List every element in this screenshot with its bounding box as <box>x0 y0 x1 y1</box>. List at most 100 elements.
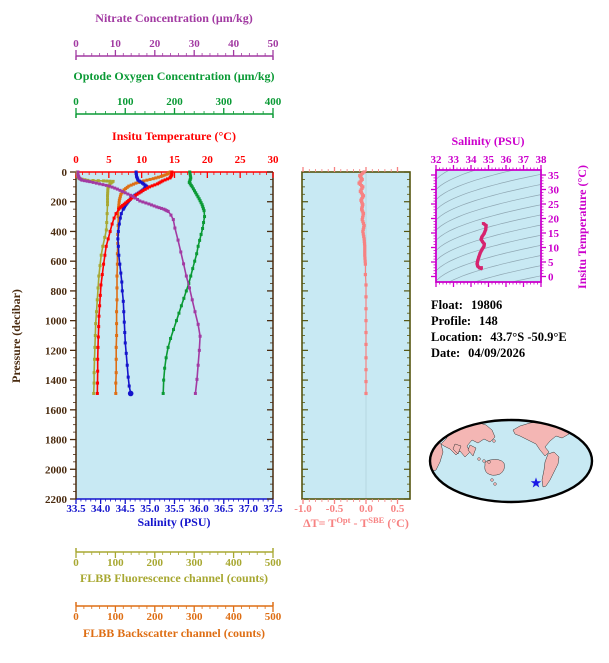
data-point-marker <box>184 289 188 293</box>
data-point-marker <box>188 174 192 178</box>
tick-label: 30 <box>268 154 280 166</box>
data-point-marker <box>476 264 480 268</box>
tick-label: 1800 <box>45 435 68 447</box>
data-point-marker <box>361 227 365 232</box>
data-point-marker <box>363 247 367 251</box>
series-ts-curve <box>475 222 488 271</box>
data-point-marker <box>107 184 111 188</box>
data-point-marker <box>201 226 205 230</box>
tick-label: 0.0 <box>359 503 373 515</box>
isopycnal-contour <box>436 184 541 221</box>
location-line: Location: 43.7°S -50.9°E <box>431 330 567 344</box>
map-island <box>493 482 497 486</box>
data-point-marker <box>93 345 97 349</box>
data-point-marker <box>155 182 159 186</box>
tick-label: 20 <box>548 214 560 226</box>
tick-label: 5 <box>548 257 554 269</box>
data-point-marker <box>85 179 89 183</box>
data-point-marker <box>171 218 175 222</box>
data-point-marker <box>202 221 206 225</box>
data-point-marker <box>115 262 119 266</box>
data-point-marker <box>169 336 173 340</box>
data-point-marker <box>188 172 192 176</box>
data-point-marker <box>126 192 130 196</box>
data-point-marker <box>127 384 131 388</box>
data-point-marker <box>124 187 128 191</box>
float-id-label: Float: <box>431 298 463 312</box>
map-continent <box>565 423 575 432</box>
data-point-marker <box>117 222 121 226</box>
delta-t-title-sup-sbe: SBE <box>368 515 384 525</box>
tick-label: 50 <box>268 38 280 50</box>
data-point-marker <box>159 174 163 178</box>
tick-label: 300 <box>216 96 233 108</box>
data-point-marker <box>115 187 119 191</box>
data-point-marker <box>152 204 156 208</box>
data-point-marker <box>91 179 95 183</box>
isopycnal-contour <box>436 204 541 241</box>
tick-label: 38 <box>536 154 548 166</box>
tick-label: 1000 <box>45 316 68 328</box>
data-point-marker <box>117 198 121 202</box>
data-point-marker <box>189 274 193 278</box>
map-island <box>492 439 496 443</box>
data-point-marker <box>120 289 124 293</box>
data-point-marker <box>123 341 127 345</box>
data-point-marker <box>172 328 176 332</box>
data-point-marker <box>101 183 105 187</box>
data-point-marker <box>114 357 118 361</box>
data-point-marker <box>478 266 481 270</box>
map-island <box>482 459 486 463</box>
data-point-marker <box>155 205 159 209</box>
isopycnal-contour <box>473 265 541 282</box>
data-point-marker <box>115 274 119 278</box>
isopycnal-contour <box>510 275 541 282</box>
data-point-marker <box>361 214 365 218</box>
fluorescence-axis-title: FLBB Fluorescence channel (counts) <box>80 571 268 585</box>
tick-label: 25 <box>235 154 247 166</box>
series-delta-t <box>357 170 368 396</box>
fluorescence-ruler-axis: 0 100 200 300 400 500 <box>73 548 282 569</box>
data-point-marker <box>364 295 368 299</box>
profile-number-line: Profile: 148 <box>431 314 498 328</box>
backscatter-axis-title: FLBB Backscatter channel (counts) <box>83 626 265 640</box>
tick-label: 500 <box>265 611 282 623</box>
data-point-marker <box>119 212 123 216</box>
salinity-axis-title: Salinity (PSU) <box>137 515 210 529</box>
tick-label: 0.5 <box>391 503 405 515</box>
tick-label: 10 <box>548 243 560 255</box>
data-point-marker <box>482 242 486 246</box>
data-point-marker <box>193 189 197 193</box>
nitrate-axis-title: Nitrate Concentration (μm/kg) <box>95 11 252 25</box>
data-point-marker <box>169 213 173 217</box>
data-point-marker <box>106 194 110 198</box>
data-point-marker <box>163 178 167 182</box>
data-point-marker <box>129 193 133 197</box>
data-point-marker <box>190 185 194 189</box>
data-point-marker <box>121 190 125 194</box>
data-point-marker <box>165 172 169 176</box>
data-point-marker <box>110 222 114 226</box>
data-point-marker <box>363 272 367 277</box>
data-point-marker <box>123 331 127 335</box>
delta-t-title-pre: ΔT= T <box>303 516 336 530</box>
tick-label: 10 <box>136 154 148 166</box>
delta-t-title-mid: - T <box>350 516 368 530</box>
data-point-marker <box>161 174 165 178</box>
data-point-marker <box>106 200 110 204</box>
data-point-marker <box>364 330 368 335</box>
data-point-marker <box>153 183 157 187</box>
data-point-marker <box>116 215 120 219</box>
data-point-marker <box>361 212 366 216</box>
tick-label: 200 <box>147 611 164 623</box>
data-point-marker <box>362 234 366 239</box>
data-point-marker <box>136 197 140 201</box>
data-point-marker <box>123 191 127 195</box>
data-point-marker <box>114 391 118 395</box>
data-point-marker <box>179 304 183 308</box>
data-point-marker <box>364 368 368 372</box>
data-point-marker <box>176 238 180 242</box>
profile-number-value: 148 <box>479 314 498 328</box>
delta-t-panel-frame: -1.0 -0.5 0.0 0.5 <box>294 167 411 515</box>
